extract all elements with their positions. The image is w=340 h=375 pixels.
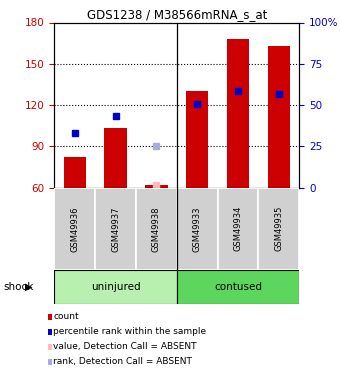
Bar bbox=[177, 188, 218, 270]
Text: GSM49938: GSM49938 bbox=[152, 206, 161, 252]
Bar bbox=[54, 188, 95, 270]
Bar bbox=[177, 270, 299, 304]
Bar bbox=[258, 188, 299, 270]
Bar bbox=[145, 185, 168, 188]
Text: contused: contused bbox=[214, 282, 262, 292]
Bar bbox=[136, 188, 177, 270]
Bar bbox=[64, 157, 86, 188]
Bar bbox=[54, 270, 177, 304]
Text: GSM49935: GSM49935 bbox=[274, 206, 283, 251]
Text: percentile rank within the sample: percentile rank within the sample bbox=[53, 327, 206, 336]
Bar bbox=[268, 46, 290, 188]
Text: GSM49936: GSM49936 bbox=[70, 206, 79, 252]
Bar bbox=[186, 91, 208, 188]
Text: ▶: ▶ bbox=[25, 282, 33, 292]
Bar bbox=[218, 188, 258, 270]
Text: shock: shock bbox=[3, 282, 34, 292]
Bar bbox=[95, 188, 136, 270]
Bar bbox=[104, 128, 127, 188]
Text: GSM49933: GSM49933 bbox=[193, 206, 202, 252]
Text: GSM49934: GSM49934 bbox=[234, 206, 242, 251]
Text: uninjured: uninjured bbox=[91, 282, 140, 292]
Text: count: count bbox=[53, 312, 79, 321]
Text: value, Detection Call = ABSENT: value, Detection Call = ABSENT bbox=[53, 342, 197, 351]
Title: GDS1238 / M38566mRNA_s_at: GDS1238 / M38566mRNA_s_at bbox=[87, 8, 267, 21]
Text: rank, Detection Call = ABSENT: rank, Detection Call = ABSENT bbox=[53, 357, 192, 366]
Text: GSM49937: GSM49937 bbox=[111, 206, 120, 252]
Bar bbox=[227, 39, 249, 188]
